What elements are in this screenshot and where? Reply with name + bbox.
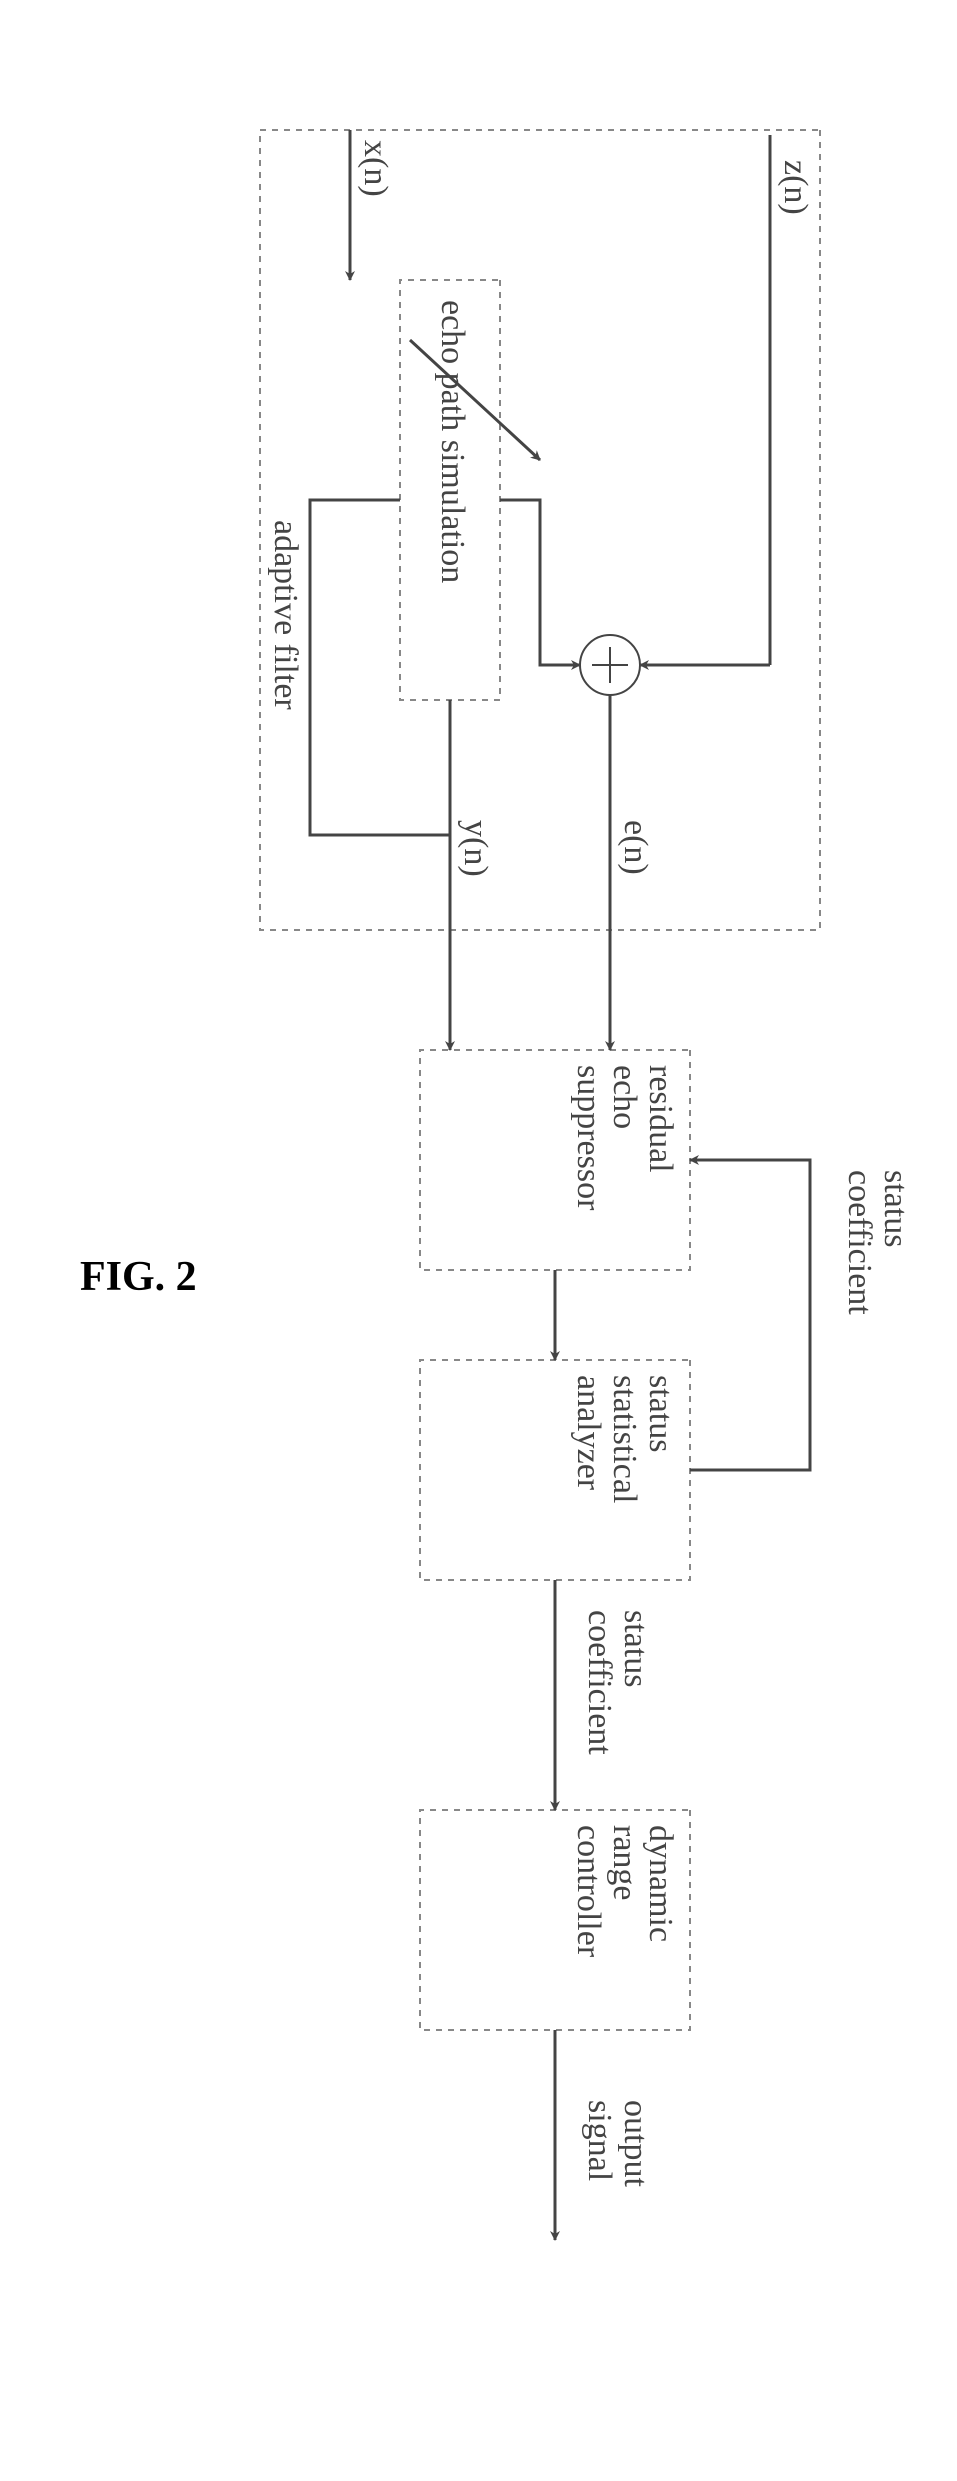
output-signal-label: outputsignal	[581, 2100, 654, 2187]
residual-echo-suppressor-label: residualechosuppressor	[570, 1065, 679, 1211]
figure-label: FIG. 2	[80, 1254, 197, 1300]
diagram-group: adaptive filter echo path simulation res…	[260, 130, 914, 2240]
status-loop-arrow	[690, 1160, 810, 1470]
y-loop-line	[310, 500, 450, 835]
dynamic-range-controller-label: dynamicrangecontroller	[570, 1825, 679, 1958]
status-coeff-out-label: statuscoefficient	[581, 1610, 654, 1755]
echo-path-simulation-label: echo path simulation	[434, 300, 471, 583]
status-coeff-loop-label: statuscoefficient	[841, 1170, 914, 1315]
x-n-label: x(n)	[357, 140, 394, 197]
echo-path-slash	[410, 340, 540, 460]
e-n-label: e(n)	[617, 820, 654, 875]
y-n-label: y(n)	[457, 820, 494, 877]
eps-to-sum-arrow	[500, 500, 580, 665]
status-statistical-analyzer-label: statusstatisticalanalyzer	[570, 1375, 679, 1503]
adaptive-filter-label: adaptive filter	[267, 520, 304, 710]
z-n-label: z(n)	[777, 160, 814, 215]
